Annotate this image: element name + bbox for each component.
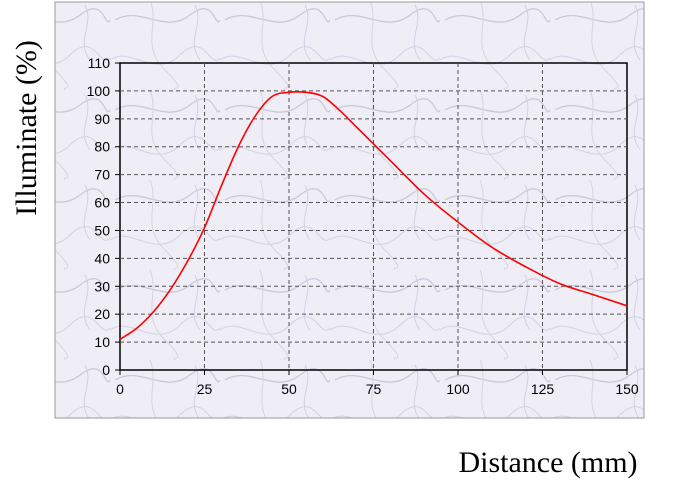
y-tick-label: 100 [87,83,111,99]
grid-lines [120,63,627,370]
y-tick-label: 30 [94,278,110,294]
y-tick-label: 80 [94,139,110,155]
x-tick-label: 100 [446,381,470,397]
y-tick-label: 20 [94,306,110,322]
x-tick-label: 25 [197,381,213,397]
y-tick-label: 50 [94,222,110,238]
tick-marks [115,62,628,375]
y-tick-label: 60 [94,195,110,211]
x-tick-label: 125 [531,381,555,397]
x-tick-labels: 0 25 50 75 100 125 150 [116,381,639,397]
x-tick-label: 75 [366,381,382,397]
y-tick-label: 10 [94,334,110,350]
y-tick-label: 110 [88,55,111,71]
x-tick-label: 50 [281,381,297,397]
x-tick-label: 150 [615,381,639,397]
y-tick-label: 40 [94,250,110,266]
x-axis-title: Distance (mm) [458,446,637,479]
y-tick-label: 0 [102,362,110,378]
y-tick-label: 90 [94,111,110,127]
series-layer [119,90,628,340]
series-line [119,90,628,340]
y-tick-label: 70 [94,167,110,183]
y-tick-labels: 0 10 20 30 40 50 60 70 80 90 100 110 [87,55,111,378]
y-axis-title: Illuminate (%) [10,40,43,216]
x-tick-label: 0 [116,381,124,397]
